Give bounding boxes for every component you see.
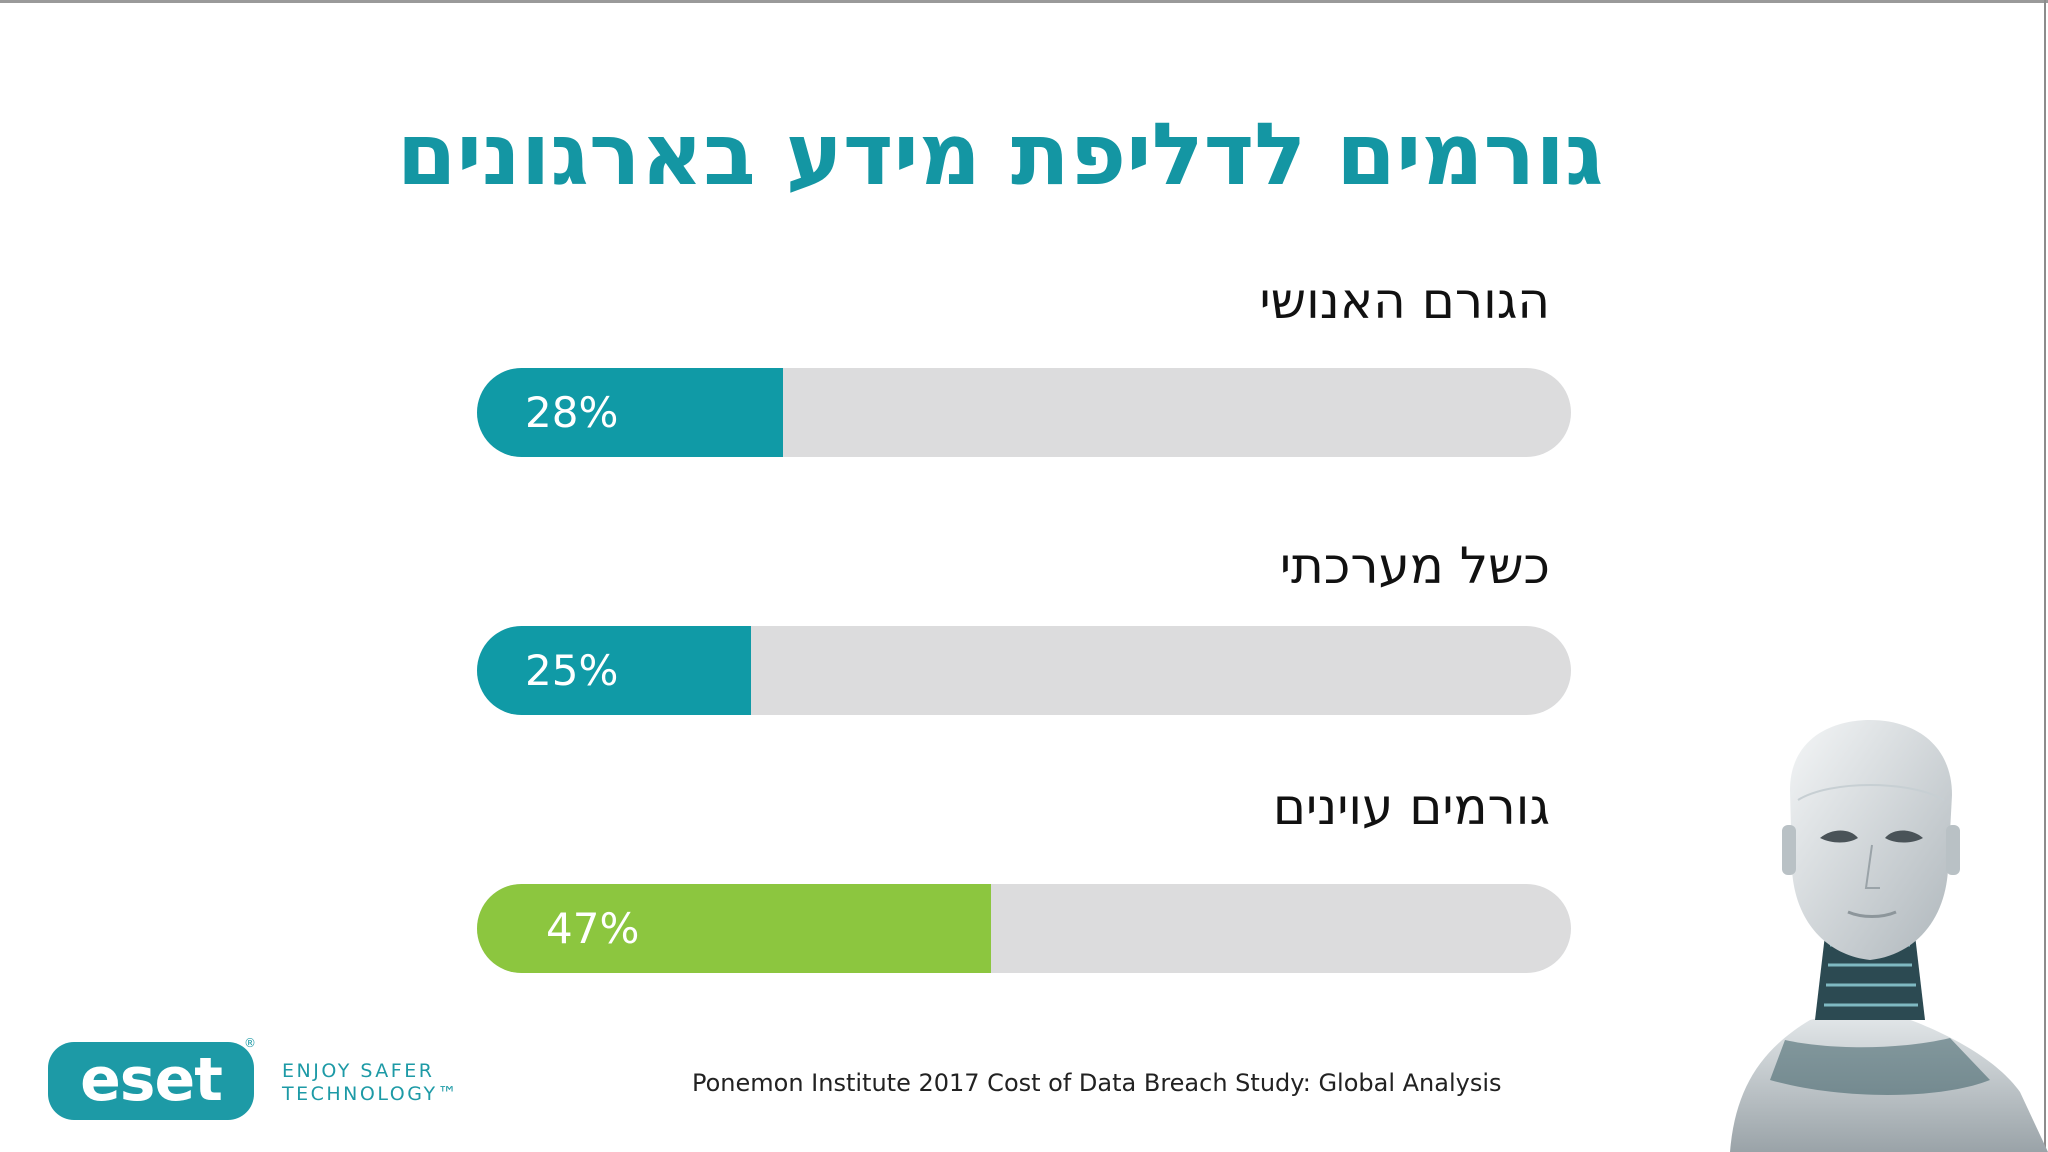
bar-track-hostile-factors: 47% — [477, 884, 1571, 973]
bar-human-factor — [477, 368, 784, 457]
top-border — [0, 0, 2048, 3]
registered-mark: ® — [244, 1036, 256, 1050]
category-label-human-factor: הגורם האנושי — [1259, 272, 1550, 330]
bar-system-failure — [477, 626, 751, 715]
bar-track-system-failure: 25% — [477, 626, 1571, 715]
value-label-human-factor: 28% — [525, 388, 619, 437]
category-label-hostile-factors: גורמים עוינים — [1272, 778, 1550, 836]
bar-track-human-factor: 28% — [477, 368, 1571, 457]
value-label-system-failure: 25% — [525, 646, 619, 695]
right-border — [2044, 0, 2046, 1152]
eset-logo-badge: eset — [48, 1042, 254, 1120]
category-label-system-failure: כשל מערכתי — [1279, 537, 1550, 595]
source-citation: Ponemon Institute 2017 Cost of Data Brea… — [692, 1069, 1502, 1097]
slide-title: גורמים לדליפת מידע בארגונים — [396, 105, 1604, 205]
value-label-hostile-factors: 47% — [546, 904, 640, 953]
eset-tagline: ENJOY SAFER TECHNOLOGY™ — [282, 1060, 460, 1105]
robot-mascot-image — [1730, 720, 2048, 1152]
bar-hostile-factors — [477, 884, 992, 973]
